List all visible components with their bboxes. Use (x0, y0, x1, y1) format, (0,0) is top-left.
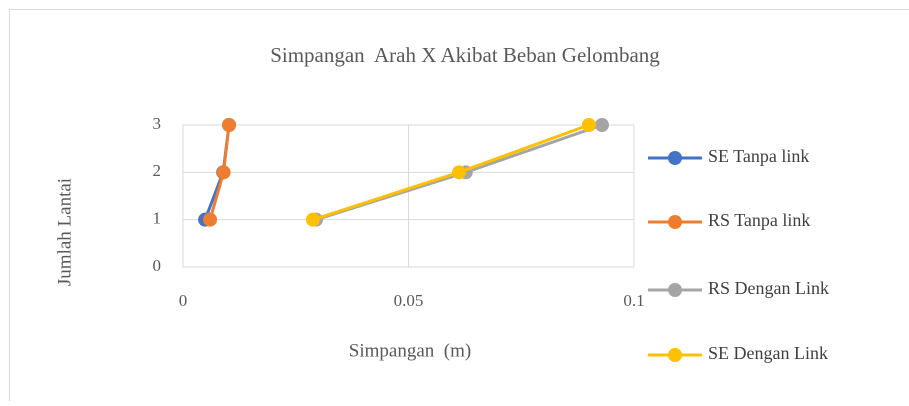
data-point (222, 118, 236, 132)
legend-marker (668, 348, 682, 362)
y-tick-label: 0 (153, 256, 162, 275)
data-point (306, 213, 320, 227)
data-point (452, 165, 466, 179)
legend-marker (668, 151, 682, 165)
y-tick-label: 1 (153, 209, 162, 228)
x-tick-label: 0 (179, 291, 188, 310)
legend-label: RS Tanpa link (708, 210, 810, 230)
y-tick-label: 3 (153, 114, 162, 133)
legend-label: RS Dengan Link (708, 278, 829, 298)
y-axis-label: Jumlah Lantai (54, 178, 75, 286)
x-axis-label: Simpangan (m) (349, 340, 471, 361)
data-point (582, 118, 596, 132)
y-tick-label: 2 (153, 161, 162, 180)
data-point (217, 165, 231, 179)
data-point (203, 213, 217, 227)
data-point (595, 118, 609, 132)
x-tick-label: 0.1 (623, 291, 644, 310)
legend-marker (668, 215, 682, 229)
legend-label: SE Tanpa link (708, 146, 809, 166)
x-tick-label: 0.05 (394, 291, 424, 310)
legend-marker (668, 283, 682, 297)
chart-title: Simpangan Arah X Akibat Beban Gelombang (270, 43, 660, 67)
legend-label: SE Dengan Link (708, 343, 828, 363)
